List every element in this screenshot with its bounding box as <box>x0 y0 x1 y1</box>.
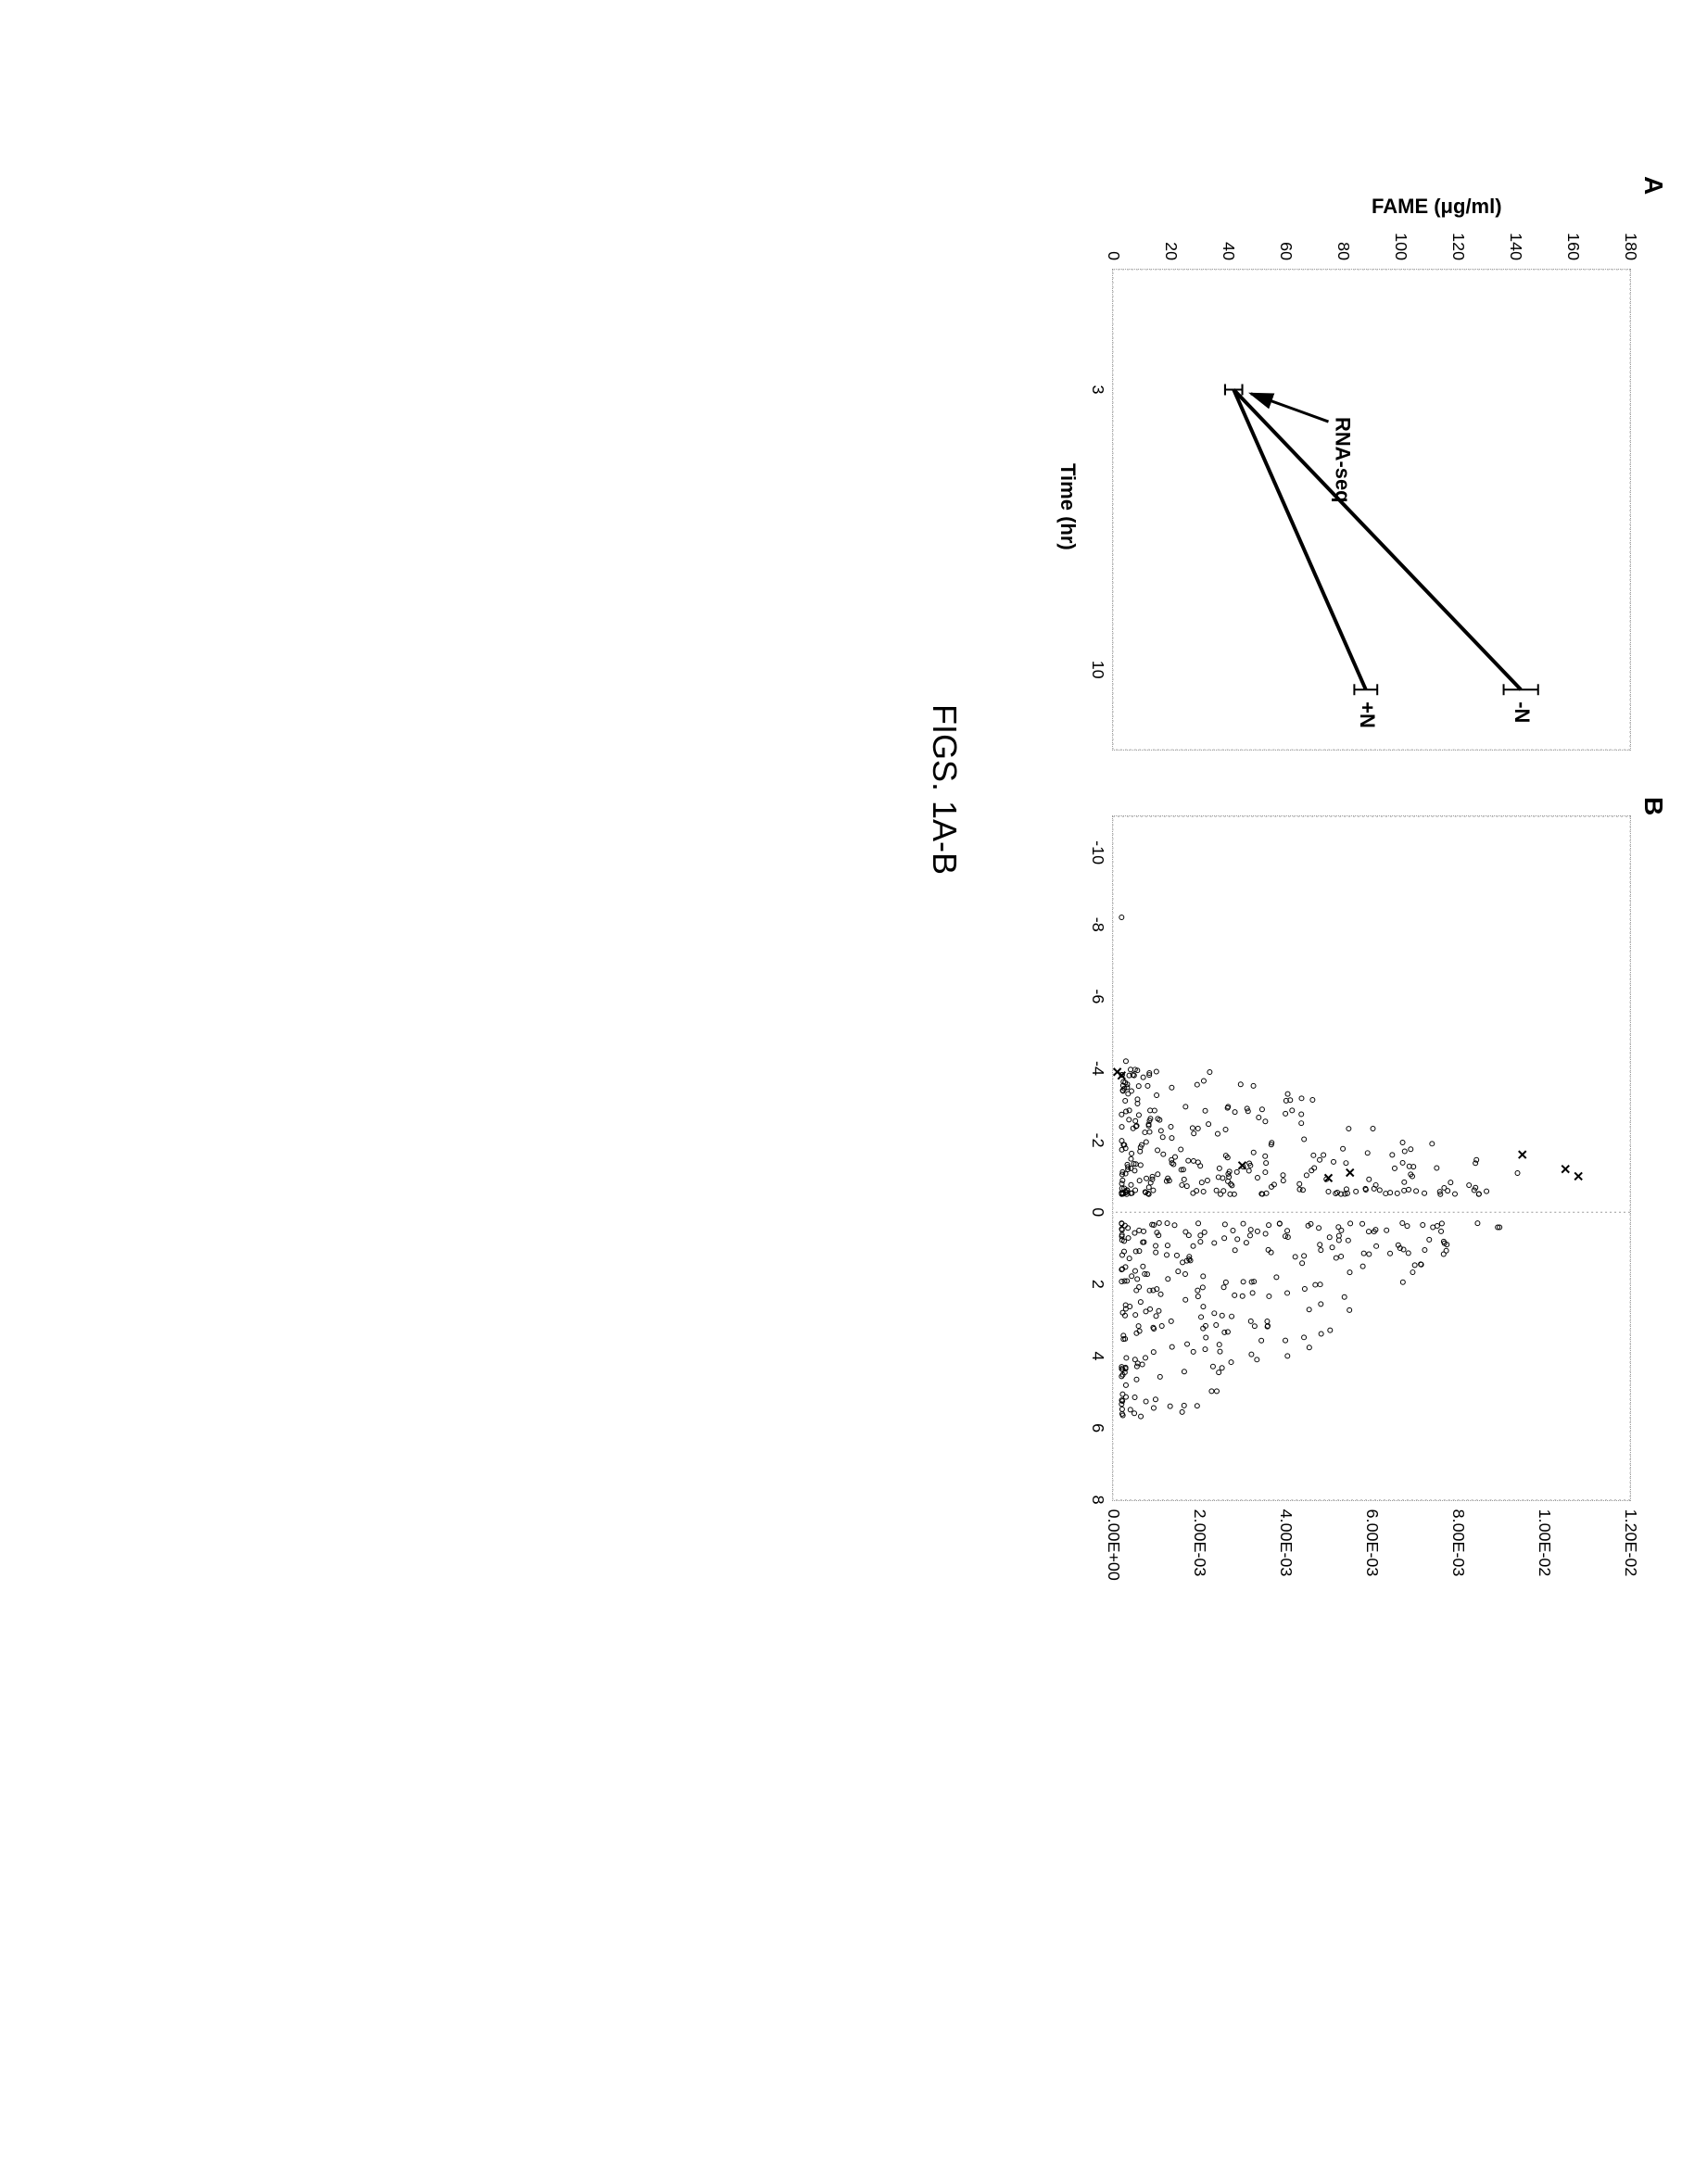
panel-a-x-tick: 10 <box>1089 661 1107 679</box>
panel-a-y-tick: 40 <box>1220 242 1238 260</box>
panel-a-y-tick: 20 <box>1162 242 1181 260</box>
panel-b-x-tick: 0 <box>1089 1207 1107 1217</box>
panel-b-x-tick: 8 <box>1089 1496 1107 1505</box>
panel-b-x-tick: -4 <box>1089 1061 1107 1076</box>
panel-b-x-tick: 6 <box>1089 1423 1107 1433</box>
panel-a-label: A <box>1638 176 1668 195</box>
panel-a-y-tick: 120 <box>1449 233 1468 260</box>
panel-a-x-axis-label: Time (hr) <box>1056 463 1080 550</box>
panel-b-y-tick: 1.00E-02 <box>1536 1509 1554 1577</box>
panel-b-y-tick: 0.00E+00 <box>1105 1509 1123 1581</box>
panel-b-y-tick: 4.00E-03 <box>1277 1509 1296 1577</box>
panel-b-x-tick: 2 <box>1089 1280 1107 1289</box>
panel-a-y-tick: 160 <box>1564 233 1583 260</box>
panel-a-series-label: -N <box>1511 701 1534 723</box>
panel-a-y-axis-label: FAME (μg/ml) <box>1372 195 1502 219</box>
panel-a-x-tick: 3 <box>1089 385 1107 395</box>
panel-a-y-tick: 140 <box>1507 233 1525 260</box>
panel-a-series-label: +N <box>1356 701 1379 728</box>
panel-a-y-tick: 60 <box>1277 242 1296 260</box>
panel-a-y-tick: 0 <box>1105 251 1123 260</box>
panel-b-y-tick: 6.00E-03 <box>1363 1509 1382 1577</box>
panel-b-x-tick: -8 <box>1089 917 1107 932</box>
panel-b-y-tick: 1.20E-02 <box>1622 1509 1640 1577</box>
panel-b-y-tick: 2.00E-03 <box>1191 1509 1209 1577</box>
panel-b-x-tick: 4 <box>1089 1351 1107 1360</box>
panel-a-chart: 020406080100120140160180310-N+NRNA-seq <box>1112 269 1631 751</box>
panel-a-y-tick: 180 <box>1622 233 1640 260</box>
panel-a-y-tick: 80 <box>1334 242 1353 260</box>
panel-b-x-tick: -2 <box>1089 1133 1107 1148</box>
panel-b-y-tick: 8.00E-03 <box>1449 1509 1468 1577</box>
panel-b-chart: -10-8-6-4-2024680.00E+002.00E-034.00E-03… <box>1112 815 1631 1501</box>
panel-b-label: B <box>1638 797 1668 815</box>
panel-a-annotation-text: RNA-seq <box>1331 417 1354 503</box>
figure-caption: FIGS. 1A-B <box>925 704 964 875</box>
panel-b-x-tick: -10 <box>1089 840 1107 865</box>
figure-container: A 020406080100120140160180310-N+NRNA-seq… <box>148 204 1631 1501</box>
panel-b-x-tick: -6 <box>1089 989 1107 1004</box>
panel-a-y-tick: 100 <box>1392 233 1410 260</box>
